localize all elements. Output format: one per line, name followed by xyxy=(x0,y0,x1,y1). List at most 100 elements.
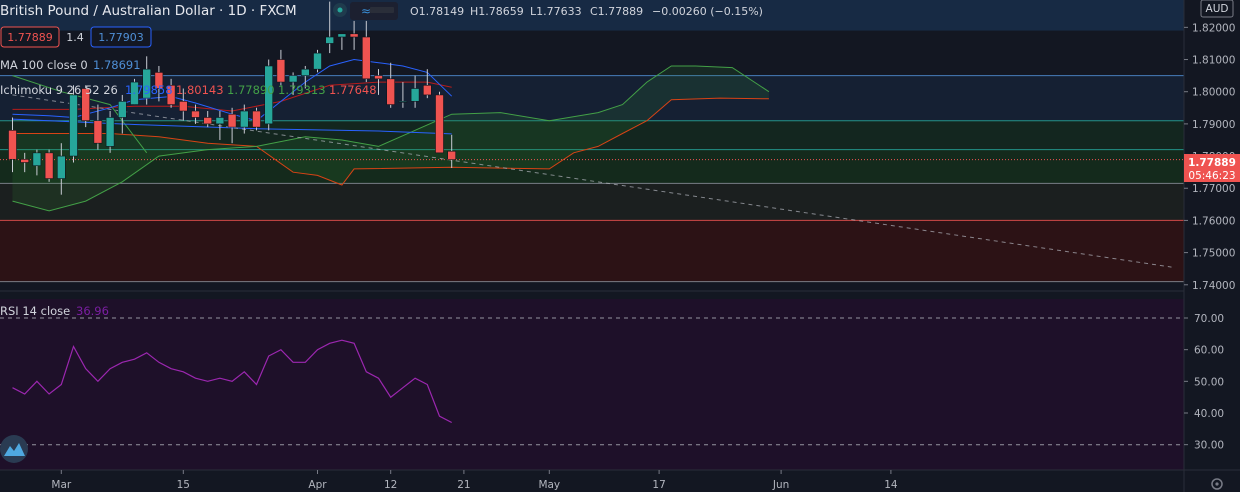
senkou-span-b-line xyxy=(12,97,769,186)
ichimoku-cloud xyxy=(12,66,769,211)
currency-box[interactable] xyxy=(1200,0,1234,18)
price-axis-label: 1.77000 xyxy=(1192,183,1235,195)
price-axis[interactable]: 1.820001.810001.800001.790001.780001.770… xyxy=(1184,22,1235,452)
candle-bear xyxy=(191,110,200,118)
approx-icon: ≈ xyxy=(361,4,371,18)
spread-value: 1.4 xyxy=(66,31,84,44)
candle-bull xyxy=(130,81,139,105)
candle-bear xyxy=(20,158,30,163)
current-price-label xyxy=(1184,154,1240,182)
time-axis-label: Mar xyxy=(51,479,71,491)
candle-bull xyxy=(398,101,408,103)
price-zone xyxy=(0,0,1184,31)
candle-bull xyxy=(337,33,347,38)
candle-bear xyxy=(8,130,17,160)
candle-bear xyxy=(179,101,188,112)
ichimoku-tenkan-value: 1.79858 xyxy=(125,83,173,97)
ichimoku-span-b-value: 1.77648 xyxy=(329,83,377,97)
candle-bear xyxy=(276,59,286,83)
ohlc-close: C1.77889 xyxy=(590,5,643,18)
price-zone xyxy=(0,183,1184,221)
ichimoku-legend-label[interactable]: Ichimoku 9 26 52 26 xyxy=(0,83,118,97)
rsi-axis-label: 30.00 xyxy=(1194,440,1224,452)
candle-bear xyxy=(374,75,383,80)
rsi-legend-label[interactable]: RSI 14 close xyxy=(0,304,70,318)
legend-collapse-bar xyxy=(370,7,394,13)
bid-price: 1.77889 xyxy=(7,31,53,44)
time-axis-label: Apr xyxy=(308,479,327,491)
senkou-span-a-line xyxy=(12,65,770,212)
ohlc-open: O1.78149 xyxy=(410,5,464,18)
price-zones xyxy=(0,0,1184,282)
eye-icon[interactable] xyxy=(333,3,347,17)
candle-bull xyxy=(325,36,335,44)
rsi-axis-label: 60.00 xyxy=(1194,345,1224,357)
currency-label: AUD xyxy=(1206,3,1229,15)
price-axis-label: 1.81000 xyxy=(1192,55,1235,67)
candle-bull xyxy=(264,65,274,125)
time-axis-label: May xyxy=(538,479,560,491)
ohlc-low: L1.77633 xyxy=(530,5,582,18)
buy-button[interactable] xyxy=(90,26,152,48)
ask-price: 1.77903 xyxy=(98,31,144,44)
price-zone xyxy=(0,220,1184,282)
rsi-line xyxy=(12,339,452,424)
price-zone xyxy=(0,149,1184,184)
price-axis-label: 1.75000 xyxy=(1192,248,1235,260)
ma-legend-label[interactable]: MA 100 close 0 xyxy=(0,58,88,72)
price-zone xyxy=(0,120,1184,150)
candle-bear xyxy=(227,113,237,128)
candle-bull xyxy=(105,117,115,147)
candle-bull xyxy=(410,88,420,102)
candle-bull xyxy=(300,68,310,76)
time-axis-label: 17 xyxy=(652,479,665,491)
candle-bear xyxy=(154,72,164,89)
candle-bear xyxy=(166,84,176,105)
time-axis-label: 21 xyxy=(457,479,470,491)
rsi-pane-background xyxy=(0,299,1184,470)
tradingview-logo-icon[interactable] xyxy=(0,435,28,463)
ichimoku-span-a-value: 1.79313 xyxy=(278,83,326,97)
symbol-title[interactable]: British Pound / Australian Dollar · 1D ·… xyxy=(0,3,297,19)
bar-countdown: 05:46:23 xyxy=(1188,170,1235,182)
horizontal-levels xyxy=(0,75,1184,283)
ichimoku-cloud-fill xyxy=(12,66,769,211)
current-price-value: 1.77889 xyxy=(1188,157,1236,169)
time-axis[interactable]: Mar 15 Apr 12 21 May 17 Jun 14 xyxy=(51,470,898,491)
rsi-axis-label: 50.00 xyxy=(1194,376,1224,388)
price-axis-label: 1.76000 xyxy=(1192,215,1235,227)
rsi-legend-value: 36.96 xyxy=(76,304,109,318)
candle-bull xyxy=(240,110,249,128)
candle-bull xyxy=(56,155,66,179)
gear-icon[interactable] xyxy=(1211,478,1223,490)
time-axis-label: 15 xyxy=(177,479,190,491)
price-axis-label: 1.79000 xyxy=(1192,119,1235,131)
candle-bull xyxy=(69,94,78,157)
candle-bull xyxy=(288,75,298,83)
candle-bear xyxy=(447,150,457,160)
candle-bear xyxy=(361,36,371,80)
rsi-axis-label: 70.00 xyxy=(1194,313,1224,325)
ichimoku-chikou-value: 1.77890 xyxy=(227,83,275,97)
rsi-pane xyxy=(0,317,1184,446)
candlesticks xyxy=(8,1,457,195)
time-axis-label: Jun xyxy=(772,479,789,491)
price-axis-label: 1.80000 xyxy=(1192,87,1235,99)
time-axis-label: 12 xyxy=(384,479,397,491)
ohlc-change: −0.00260 (−0.15%) xyxy=(652,5,763,18)
candle-bear xyxy=(203,117,212,125)
ma-legend-value: 1.78691 xyxy=(93,58,141,72)
candle-bull xyxy=(32,152,42,167)
candle-bull xyxy=(215,117,225,125)
price-axis-label: 1.82000 xyxy=(1192,22,1235,34)
candle-bear xyxy=(44,152,54,179)
candle-bear xyxy=(422,84,432,96)
ohlc-high: H1.78659 xyxy=(470,5,524,18)
candle-bear xyxy=(435,94,444,154)
price-axis-label: 1.74000 xyxy=(1192,280,1235,292)
sell-button[interactable] xyxy=(0,26,60,48)
candle-bear xyxy=(386,78,396,105)
time-axis-label: 14 xyxy=(884,479,898,491)
candle-bear xyxy=(252,110,261,128)
